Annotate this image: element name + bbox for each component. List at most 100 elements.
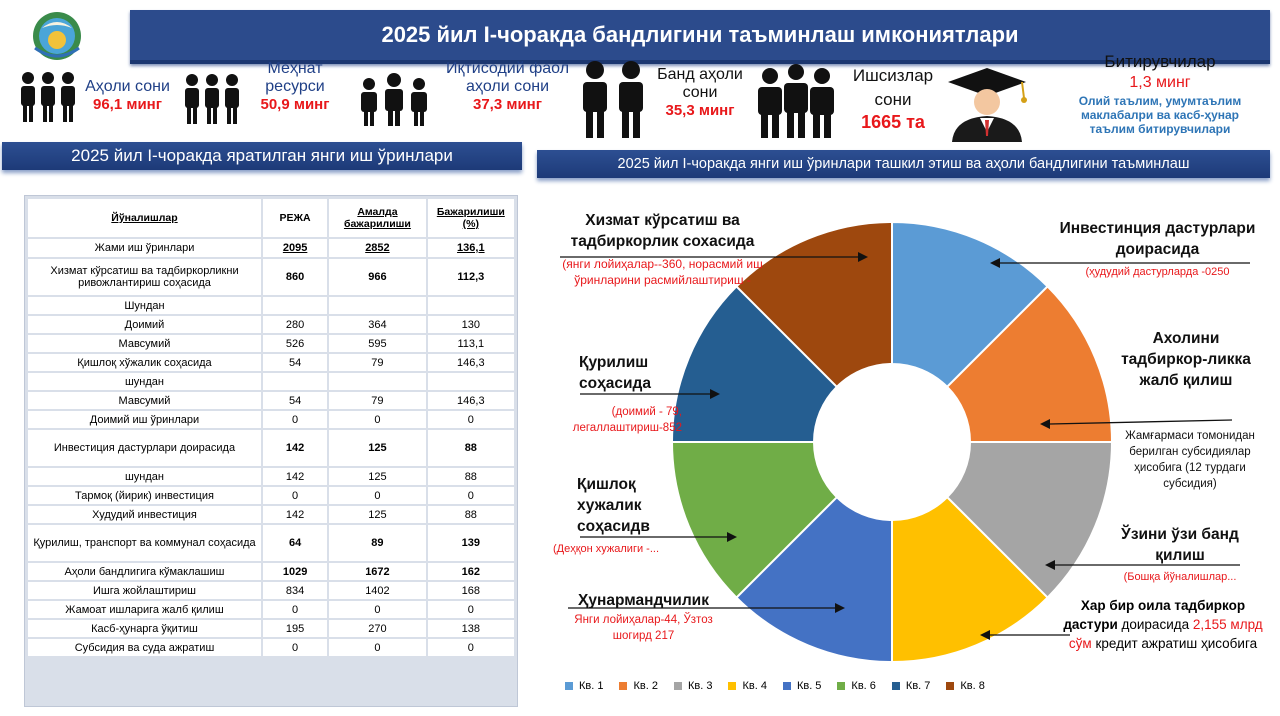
legend-item-2: Кв. 2 bbox=[619, 680, 658, 692]
table-cell-plan: 142 bbox=[262, 506, 328, 523]
table-row: Тармоқ (йирик) инвестиция 0 0 0 bbox=[28, 487, 514, 504]
stat-active-value: 37,3 минг bbox=[473, 96, 542, 113]
table-cell-percent: 0 bbox=[427, 487, 514, 504]
table-row: Доимий иш ўринлари 0 0 0 bbox=[28, 411, 514, 428]
table-cell-direction: шундан bbox=[28, 468, 261, 485]
legend-item-7: Кв. 7 bbox=[891, 680, 931, 692]
table-body: Жами иш ўринлари 2095 2852 136,1 Хизмат кўрс… bbox=[28, 239, 514, 656]
table-cell-percent: 88 bbox=[427, 468, 514, 485]
table-cell-direction: Худудий инвестиция bbox=[28, 506, 261, 523]
annotation-construct-title: Қурилиш соҳасида bbox=[579, 354, 651, 392]
table-cell-direction: Қурилиш, транспорт ва коммунал соҳасида bbox=[28, 525, 261, 561]
table-cell-percent: 146,3 bbox=[427, 392, 514, 409]
legend-label: Кв. 3 bbox=[687, 680, 713, 692]
annotation-tadbir-note-box: Жамғармаси томонидан берилган субсидияла… bbox=[1120, 428, 1260, 492]
graduate-icon bbox=[942, 62, 1032, 142]
table-cell-direction: Субсидия ва суда ажратиш bbox=[28, 639, 261, 656]
state-emblem-logo bbox=[20, 8, 94, 64]
table-cell-actual: 270 bbox=[329, 620, 426, 637]
table-cell-plan: 142 bbox=[262, 468, 328, 485]
stat-active-label: Иқтисодий фаол аҳоли сони bbox=[445, 60, 570, 95]
table-cell-percent bbox=[427, 297, 514, 314]
stat-active: Иқтисодий фаол аҳоли сони 37,3 минг bbox=[440, 60, 575, 113]
table-row: Худудий инвестиция 142 125 88 bbox=[28, 506, 514, 523]
table-cell-direction: Қишлоқ хўжалик соҳасида bbox=[28, 354, 261, 371]
legend-swatch bbox=[891, 682, 900, 691]
table-row: Инвестиция дастурлари доирасида 142 125 88 bbox=[28, 430, 514, 466]
table-cell-plan: 0 bbox=[262, 639, 328, 656]
table-cell-direction: Ишга жойлаштириш bbox=[28, 582, 261, 599]
col-header-actual: Амалда бажарилиши bbox=[329, 199, 426, 237]
annotation-self-note: (Бошқа йўналишлар... bbox=[1123, 571, 1237, 583]
annotation-self-title: Ўзини ўзи банд қилиш bbox=[1121, 526, 1239, 564]
table-cell-plan: 1029 bbox=[262, 563, 328, 580]
table-cell-actual: 0 bbox=[329, 487, 426, 504]
table-cell-actual: 89 bbox=[329, 525, 426, 561]
table-cell-plan: 0 bbox=[262, 601, 328, 618]
table-cell-actual: 0 bbox=[329, 601, 426, 618]
table-cell-plan: 2095 bbox=[262, 239, 328, 257]
stat-graduates-value: 1,3 минг bbox=[1129, 74, 1191, 91]
annotation-service-title: Хизмат кўрсатиш ва тадбиркорлик сохасида bbox=[570, 212, 755, 250]
stat-population-label: Аҳоли сони bbox=[85, 78, 170, 95]
table-row: Қишлоқ хўжалик соҳасида 54 79 146,3 bbox=[28, 354, 514, 371]
donut-slice-6 bbox=[670, 441, 839, 599]
legend-label: Кв. 8 bbox=[960, 680, 985, 692]
donut-chart bbox=[670, 220, 1114, 664]
annotation-family: Хар бир оила тадбиркор дастури доирасида… bbox=[1058, 596, 1268, 653]
annotation-service-note: (янги лойиҳалар--360, норасмий иш ўринла… bbox=[562, 257, 763, 287]
table-cell-percent bbox=[427, 373, 514, 390]
donut-slice-4 bbox=[891, 495, 1049, 664]
table-cell-actual: 125 bbox=[329, 506, 426, 523]
table-cell-direction: шундан bbox=[28, 373, 261, 390]
annotation-agri: Қишлоқ хужалик соҳасидв (Деҳқон хужалиги… bbox=[553, 474, 683, 557]
annotation-family-amount: 2,155 млрд сўм bbox=[1068, 617, 1263, 651]
legend-item-1: Кв. 1 bbox=[565, 680, 603, 692]
table-cell-actual: 364 bbox=[329, 316, 426, 333]
annotation-tadbir-note: Жамғармаси томонидан берилган субсидияла… bbox=[1125, 430, 1255, 490]
table-cell-plan bbox=[262, 373, 328, 390]
annotation-invest-note: (ҳудудий дастурларда -0250 bbox=[1085, 266, 1230, 278]
table-cell-actual: 125 bbox=[329, 430, 426, 466]
table-cell-direction: Аҳоли бандлигига кўмаклашиш bbox=[28, 563, 261, 580]
stat-graduates-note: Олий таълим, умумтаълим маклабалри ва ка… bbox=[1078, 94, 1242, 136]
legend-swatch bbox=[728, 682, 737, 691]
annotation-family-title: Хар бир оила тадбиркор дастури bbox=[1063, 598, 1246, 632]
legend-label: Кв. 7 bbox=[905, 680, 931, 692]
table-cell-plan: 142 bbox=[262, 430, 328, 466]
table-cell-actual: 966 bbox=[329, 259, 426, 295]
table-cell-plan: 280 bbox=[262, 316, 328, 333]
table-cell-direction: Касб-ҳунарга ўқитиш bbox=[28, 620, 261, 637]
table-cell-percent: 139 bbox=[427, 525, 514, 561]
legend-swatch bbox=[619, 682, 628, 691]
annotation-construct-note: (доимий - 79, легаллаштириш-852 bbox=[572, 406, 682, 434]
table-cell-percent: 112,3 bbox=[427, 259, 514, 295]
table-row: Жамоат ишларига жалб қилиш 0 0 0 bbox=[28, 601, 514, 618]
stat-employed: Банд аҳоли сони 35,3 минг bbox=[655, 66, 745, 119]
annotation-invest-title: Инвестинция дастурлари доирасида bbox=[1059, 220, 1256, 258]
right-section-header: 2025 йил I-чоракда янги иш ўринлари ташк… bbox=[537, 150, 1270, 178]
annotation-service: Хизмат кўрсатиш ва тадбиркорлик сохасида… bbox=[560, 210, 765, 288]
donut-slice-7 bbox=[670, 285, 839, 443]
legend-item-4: Кв. 4 bbox=[728, 680, 767, 692]
table-cell-direction: Тармоқ (йирик) инвестиция bbox=[28, 487, 261, 504]
annotation-self: Ўзини ўзи банд қилиш (Бошқа йўналишлар..… bbox=[1110, 524, 1250, 585]
table-cell-plan: 0 bbox=[262, 411, 328, 428]
table-cell-actual: 1402 bbox=[329, 582, 426, 599]
legend-swatch bbox=[946, 682, 955, 691]
page-title: 2025 йил I-чоракда бандлигини таъминлаш … bbox=[381, 22, 1019, 47]
legend-item-8: Кв. 8 bbox=[946, 680, 985, 692]
table-cell-percent: 88 bbox=[427, 430, 514, 466]
table-row: Касб-ҳунарга ўқитиш 195 270 138 bbox=[28, 620, 514, 637]
legend-label: Кв. 2 bbox=[633, 680, 658, 692]
population-icon bbox=[18, 68, 78, 128]
stat-employed-label: Банд аҳоли сони bbox=[657, 66, 743, 101]
table-cell-plan: 834 bbox=[262, 582, 328, 599]
labor-resource-icon bbox=[182, 70, 242, 130]
table-cell-actual: 0 bbox=[329, 411, 426, 428]
stat-unemployed: Ишсизлар сони 1665 та bbox=[843, 64, 943, 133]
annotation-craft-note: Янги лойиҳалар-44, Ўзтоз шогирд 217 bbox=[574, 614, 713, 642]
table-cell-actual: 0 bbox=[329, 639, 426, 656]
table-cell-direction: Инвестиция дастурлари доирасида bbox=[28, 430, 261, 466]
legend-swatch bbox=[782, 682, 791, 691]
